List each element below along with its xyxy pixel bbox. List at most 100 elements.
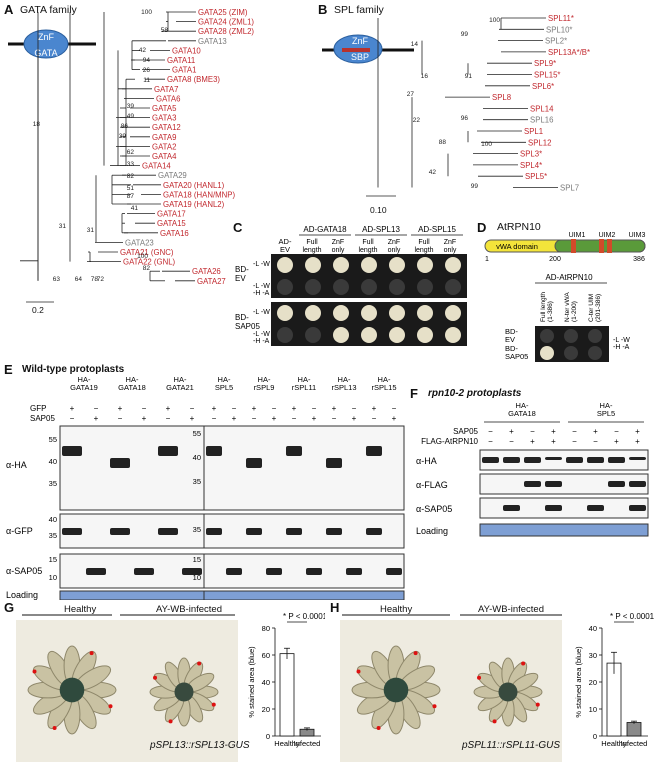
e-sap-sign: + [190,414,195,423]
d-media-label: -L -W -H -A [613,337,630,351]
g-infected-label: AY-WB-infected [156,604,222,615]
e-construct-label: HA-rSPL9 [254,376,275,392]
gata-bootstrap-value: 41 [131,205,139,212]
leaf-marker-dot [492,719,497,724]
d-header: AD-AtRPN10 [545,273,593,282]
gata-bootstrap-value: 78 [91,276,99,283]
f-construct-label: HA-GATA18 [508,401,536,418]
chart-category-label: Infected [294,739,321,748]
c-row-media: -L -W -H -A [253,331,270,345]
g-bar-chart: 0 20 40 60 80 % stained area (blue) HealthyInf… [247,612,325,748]
spl-phylogenetic-tree: SPL11* SPL10* SPL2* SPL13A*/B* SPL9* SPL15* SP… [366,14,590,197]
e-band [306,568,322,575]
d-tick: 386 [633,256,645,263]
e-band [326,458,342,468]
e-band [286,528,302,535]
spl-bootstrap-value: 99 [461,31,469,38]
panel-b-label: B [318,2,328,17]
gata-bootstrap-value: 87 [127,193,135,200]
f-blot-label: α-HA [416,456,437,466]
e-construct-label: HA-GATA21 [166,376,194,392]
svg-text:ZnF: ZnF [352,36,369,46]
leaf-marker-dot [521,661,526,666]
chart-category-label: Healthy [274,739,300,748]
d-uim-label: UIM2 [599,232,616,239]
e-gfp-sign: − [190,404,195,413]
e-construct-label: HA-rSPL11 [292,376,316,392]
f-loading-stain [479,523,649,537]
c-yeast-colony [305,257,321,273]
e-gfp-sign: + [372,404,377,413]
e-sap-sign: − [70,414,75,423]
gata-bootstrap-value: 86 [121,123,129,130]
f-band [524,481,541,487]
e-marker: 40 [193,453,201,462]
c-sub-col: ZnF only [388,239,401,254]
c-yeast-colony [389,257,405,273]
chart-tick-label: 30 [589,651,597,660]
gata-leaf-label: GATA12 [152,123,181,132]
h-header-lines [342,614,562,616]
c-col-group: AD-GATA18 [303,225,347,234]
e-gfp-sign: − [272,404,277,413]
spl-leaf-label: SPL1 [524,127,543,136]
e-band [86,568,106,575]
f-flag-sign: − [572,437,577,446]
gata-bootstrap-value: 58 [161,27,169,34]
e-sap-sign: − [166,414,171,423]
e-sap-sign: + [142,414,147,423]
panel-d-label: D [477,220,487,235]
e-sap-sign: + [232,414,237,423]
f-flag-sign: + [530,437,535,446]
e-sap-sign: + [392,414,397,423]
gata-leaf-label: GATA11 [167,56,195,65]
f-blot-membrane [479,497,649,519]
spl-bootstrap-value: 100 [489,17,500,24]
panel-c-label: C [233,220,243,235]
f-band [545,481,562,487]
gata-leaf-label: GATA1 [172,66,196,75]
f-sap-sign: + [593,427,598,436]
c-col-group: AD-SPL15 [418,225,456,234]
d-yeast-colony [564,346,578,360]
rosette-center [498,682,518,702]
d-tick: 1 [485,256,489,263]
f-flag-sign: − [593,437,598,446]
gata-bootstrap-value: 51 [127,185,135,192]
svg-text:ZnF: ZnF [38,32,55,42]
e-marker: 35 [49,479,57,488]
e-marker: 15 [49,555,57,564]
c-yeast-colony [333,327,349,343]
spl-leaf-label: SPL10* [546,25,572,34]
f-band [503,505,520,511]
leaf-marker-dot [89,651,94,656]
e-gfp-sign: + [252,404,257,413]
c-yeast-colony [389,305,405,321]
leaf-marker-dot [413,651,418,656]
f-blot-membrane [479,473,649,495]
gata-leaf-label: GATA9 [152,133,176,142]
e-gfp-sign: − [94,404,99,413]
leaf-marker-dot [52,726,57,731]
gata-phylogenetic-tree: GATA25 (ZIM)GATA24 (ZML1)GATA28 (ZML2)GA… [20,8,254,303]
panel-e-title: Wild-type protoplasts [22,364,125,375]
c-yeast-colony [389,279,405,295]
e-marker: 40 [49,457,57,466]
e-sap-sign: − [332,414,337,423]
e-marker: 10 [193,573,201,582]
panel-f-label: F [410,386,418,401]
spl-leaf-label: SPL13A*/B* [548,48,590,57]
chart-tick-label: 20 [589,678,597,687]
gata-bootstrap-value: 26 [143,67,151,74]
d-yeast-colony [540,329,554,343]
spl-leaf-label: SPL9* [534,59,556,68]
chart-bar [606,662,622,737]
spl-scale-label: 0.10 [370,205,387,215]
atrpn10-domain-and-y2h: vWA domain UIM1 UIM2 UIM3 1 200 386 AD-AtRPN10 F… [484,232,646,362]
leaf-marker-dot [168,719,173,724]
g-healthy-label: Healthy [64,604,97,615]
c-yeast-colony [417,305,433,321]
gata-bootstrap-value: 94 [143,57,151,64]
gata-scale-label: 0.2 [32,305,44,315]
c-yeast-colony [277,279,293,295]
